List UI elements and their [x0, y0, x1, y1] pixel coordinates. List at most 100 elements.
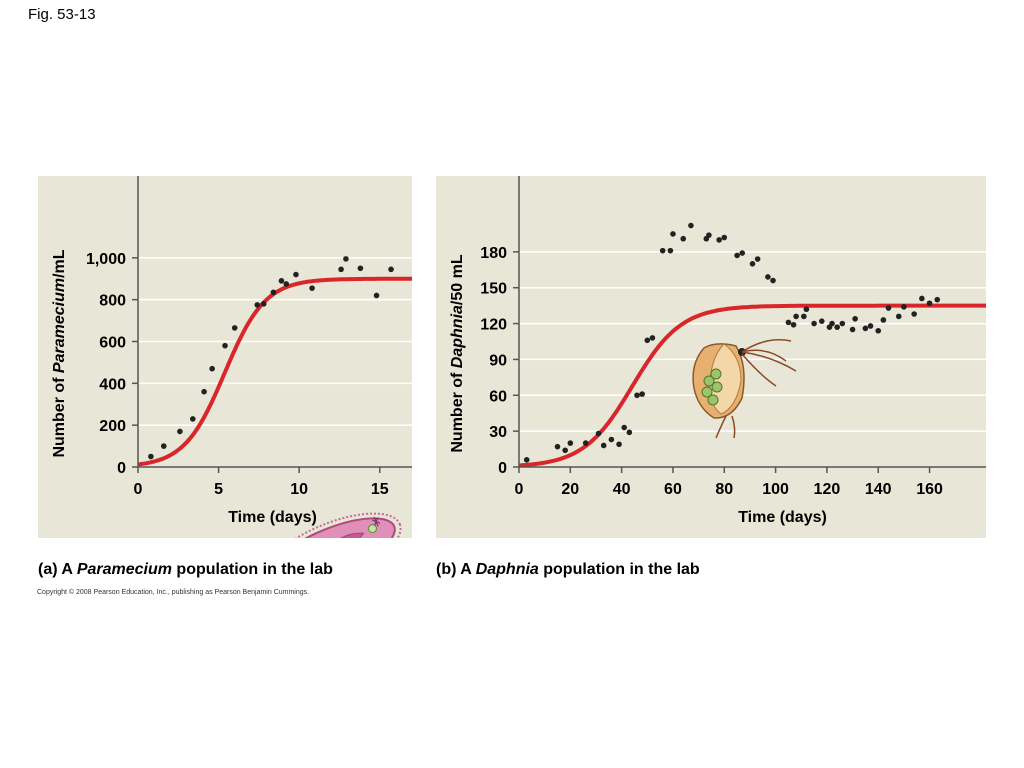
- x-tick-label: 0: [134, 481, 143, 498]
- x-tick-label: 20: [561, 481, 579, 498]
- paramecium-panel: 0 200 400 600 800 1,000 0 5 10 15 Time (days) Num…: [38, 176, 412, 538]
- x-tick-label: 60: [664, 481, 682, 498]
- x-tick-label: 15: [371, 481, 389, 498]
- y-tick-label: 600: [99, 335, 126, 352]
- data-point: [811, 320, 817, 327]
- data-point: [680, 235, 687, 242]
- data-point: [283, 281, 290, 287]
- data-point: [901, 304, 907, 310]
- data-point: [934, 296, 941, 303]
- data-point: [867, 323, 874, 329]
- x-tick-label: 140: [865, 481, 892, 498]
- data-point: [659, 247, 666, 254]
- x-tick-label: 120: [814, 481, 841, 498]
- data-point: [862, 325, 869, 332]
- data-point: [373, 292, 380, 299]
- x-axis-title: Time (days): [738, 509, 827, 526]
- data-point: [231, 325, 238, 331]
- y-tick-label: 60: [489, 388, 507, 405]
- data-point: [754, 256, 761, 262]
- x-tick-label: 5: [214, 481, 223, 498]
- daphnia-panel: 0 30 60 90 120 150 180 0 20 40 60 80 100 120 140 160 Ti…: [436, 176, 986, 538]
- data-point: [670, 231, 676, 237]
- data-point: [770, 277, 776, 284]
- data-point: [190, 416, 196, 422]
- data-point: [209, 365, 215, 372]
- data-point: [293, 271, 299, 278]
- data-point: [734, 252, 740, 259]
- data-point: [260, 301, 267, 307]
- data-point: [278, 278, 285, 284]
- data-point: [582, 440, 589, 446]
- paramecium-illustration: [264, 512, 402, 538]
- data-point: [852, 315, 858, 322]
- data-point: [926, 300, 933, 307]
- data-point: [706, 232, 712, 238]
- data-point: [849, 326, 856, 333]
- data-point: [357, 265, 364, 272]
- data-point: [270, 289, 277, 296]
- data-point: [177, 428, 183, 435]
- x-tick-label: 100: [762, 481, 789, 498]
- data-point: [721, 234, 728, 241]
- caption-b: (b) A Daphnia population in the lab: [436, 561, 700, 578]
- x-tick-label: 40: [613, 481, 631, 498]
- data-point: [801, 313, 807, 320]
- data-point: [739, 250, 746, 256]
- data-point: [818, 318, 825, 324]
- data-point: [785, 319, 792, 326]
- data-point: [639, 391, 645, 397]
- y-tick-label: 120: [480, 317, 507, 334]
- paramecium-chart: 0 200 400 600 800 1,000 0 5 10 15 Time (days) Num…: [38, 176, 412, 538]
- data-point: [644, 337, 651, 344]
- data-point: [875, 327, 882, 334]
- data-point: [829, 320, 835, 327]
- y-tick-label: 90: [489, 352, 507, 369]
- data-point: [626, 429, 633, 436]
- data-point: [148, 453, 154, 460]
- data-point: [388, 266, 394, 273]
- x-axis-title: Time (days): [228, 509, 317, 526]
- data-point: [562, 447, 568, 454]
- data-point: [919, 295, 925, 302]
- y-axis-title: Number of Daphnia/50 mL: [449, 254, 466, 452]
- y-axis-title: Number of Paramecium/mL: [51, 249, 68, 457]
- y-tick-label: 180: [480, 245, 507, 262]
- panel-background: [38, 176, 412, 538]
- logistic-curve: [518, 303, 986, 468]
- caption-a: (a) A Paramecium population in the lab: [38, 561, 333, 578]
- data-point: [803, 306, 810, 313]
- daphnia-illustration: [692, 339, 797, 439]
- data-point: [554, 443, 561, 450]
- figure-label: Fig. 53-13: [28, 6, 96, 23]
- data-point: [688, 222, 694, 229]
- x-tick-label: 0: [515, 481, 524, 498]
- data-point: [749, 261, 756, 267]
- y-tick-label: 800: [99, 293, 126, 310]
- data-point: [895, 313, 902, 320]
- data-point: [222, 342, 228, 349]
- x-tick-label: 10: [290, 481, 308, 498]
- data-point: [911, 311, 917, 317]
- data-point: [839, 320, 846, 327]
- data-point: [616, 441, 622, 448]
- data-point: [634, 392, 640, 399]
- copyright-notice: Copyright © 2008 Pearson Education, Inc.…: [37, 589, 310, 596]
- data-point: [621, 424, 628, 431]
- data-point: [765, 274, 771, 280]
- data-point: [201, 388, 207, 395]
- data-point: [834, 324, 840, 330]
- y-tick-label: 150: [480, 281, 507, 298]
- data-point: [649, 335, 656, 341]
- x-tick-label: 160: [916, 481, 943, 498]
- data-point: [716, 237, 722, 243]
- x-tick-label: 80: [715, 481, 733, 498]
- data-point: [309, 285, 315, 291]
- data-point: [160, 443, 167, 449]
- y-tick-label: 30: [489, 424, 507, 441]
- y-tick-label: 200: [99, 418, 126, 435]
- y-tick-label: 0: [117, 460, 126, 477]
- data-point: [885, 305, 892, 311]
- data-point: [667, 247, 674, 254]
- data-point: [880, 317, 887, 323]
